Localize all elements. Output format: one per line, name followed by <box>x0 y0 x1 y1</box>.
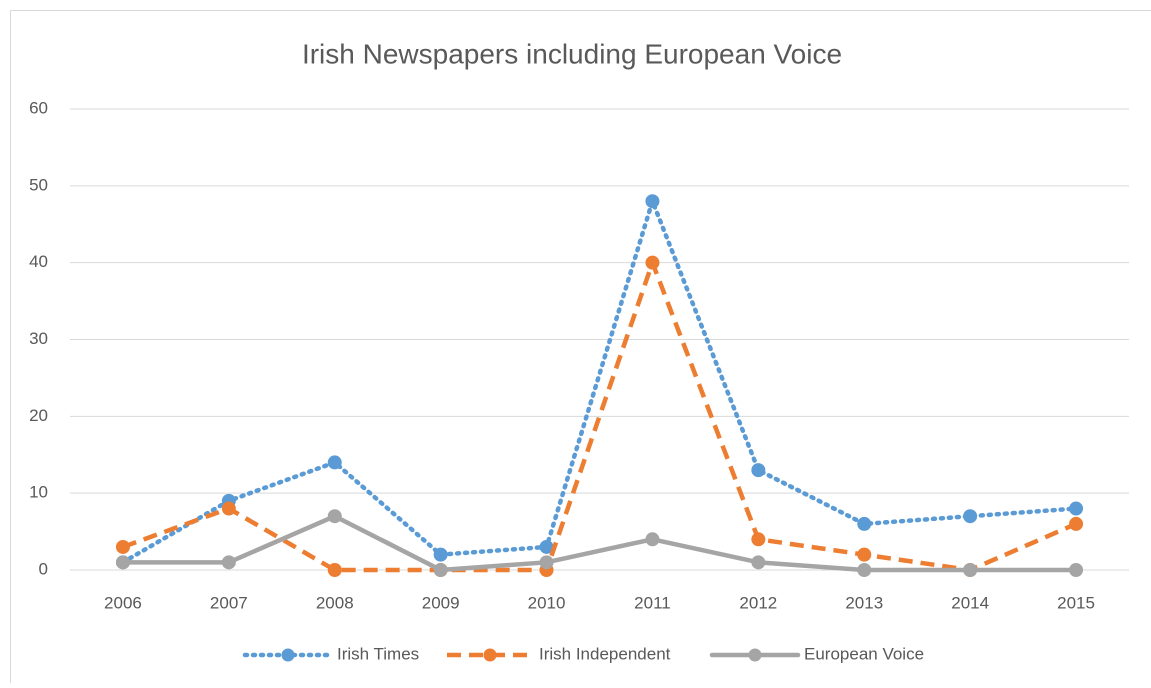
series-marker <box>1070 517 1083 530</box>
series-marker <box>752 556 765 569</box>
series-marker <box>1070 564 1083 577</box>
y-tick-label: 30 <box>29 329 48 348</box>
legend-marker <box>484 649 497 662</box>
series-marker <box>964 564 977 577</box>
series-marker <box>646 533 659 546</box>
series-marker <box>116 556 129 569</box>
series-marker <box>964 510 977 523</box>
series-marker <box>646 256 659 269</box>
series-marker <box>540 556 553 569</box>
series-marker <box>434 564 447 577</box>
series-marker <box>222 556 235 569</box>
series-marker <box>116 540 129 553</box>
x-tick-label: 2015 <box>1057 593 1095 612</box>
series-marker <box>858 548 871 561</box>
legend-label: Irish Times <box>337 644 419 663</box>
series-marker <box>1070 502 1083 515</box>
x-tick-label: 2012 <box>739 593 777 612</box>
series-marker <box>434 548 447 561</box>
y-tick-label: 60 <box>29 98 48 117</box>
y-tick-label: 40 <box>29 252 48 271</box>
series-marker <box>222 502 235 515</box>
chart-border <box>11 11 1151 684</box>
x-tick-label: 2013 <box>845 593 883 612</box>
series-marker <box>858 564 871 577</box>
x-tick-label: 2010 <box>528 593 566 612</box>
series-marker <box>328 510 341 523</box>
y-tick-label: 10 <box>29 483 48 502</box>
legend-label: European Voice <box>804 644 924 663</box>
series-marker <box>328 564 341 577</box>
x-tick-label: 2011 <box>634 593 671 612</box>
y-tick-label: 0 <box>39 559 48 578</box>
x-tick-label: 2009 <box>422 593 460 612</box>
legend-marker <box>749 649 762 662</box>
legend-label: Irish Independent <box>539 644 671 663</box>
chart-title: Irish Newspapers including European Voic… <box>302 38 842 69</box>
y-tick-label: 20 <box>29 406 48 425</box>
series-marker <box>752 464 765 477</box>
y-tick-label: 50 <box>29 175 48 194</box>
series-marker <box>752 533 765 546</box>
x-tick-label: 2008 <box>316 593 354 612</box>
series-marker <box>328 456 341 469</box>
x-tick-label: 2007 <box>210 593 248 612</box>
x-tick-label: 2006 <box>104 593 142 612</box>
series-marker <box>858 517 871 530</box>
series-marker <box>646 195 659 208</box>
legend-marker <box>282 649 295 662</box>
x-tick-label: 2014 <box>951 593 989 612</box>
